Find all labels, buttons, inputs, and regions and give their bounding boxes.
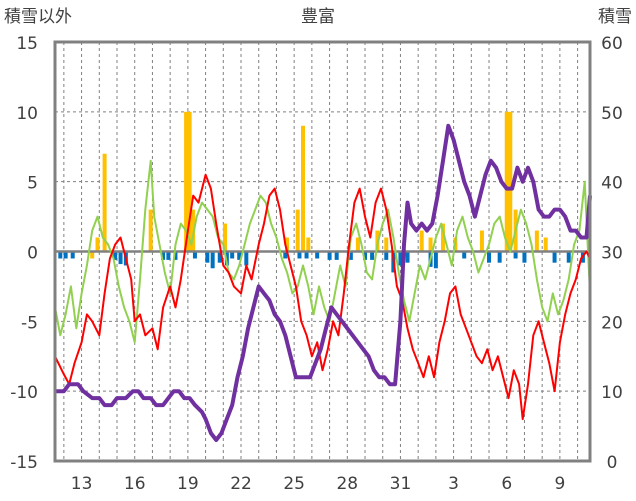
x-tick-label: 31 bbox=[390, 474, 412, 494]
snowfall-bar bbox=[543, 237, 548, 252]
plot-frame bbox=[53, 40, 592, 463]
snowfall-bar bbox=[223, 223, 228, 252]
snow_depth-line bbox=[55, 123, 592, 442]
x-tick-label: 25 bbox=[283, 474, 305, 494]
precipitation-bar bbox=[173, 251, 178, 260]
precipitation-bar bbox=[304, 251, 309, 259]
precipitation-bar bbox=[237, 251, 242, 260]
precipitation-bar bbox=[192, 251, 197, 259]
left-axis-title: 積雪以外 bbox=[4, 7, 72, 27]
precipitation-bar bbox=[348, 251, 353, 260]
precipitation-bar bbox=[113, 251, 118, 260]
x-tick-label: 19 bbox=[177, 474, 199, 494]
snowfall-bar bbox=[95, 237, 100, 252]
snowfall-bar bbox=[187, 111, 192, 252]
x-tick-label: 3 bbox=[448, 474, 459, 494]
x-tick-label: 9 bbox=[554, 474, 565, 494]
sunshine-line bbox=[54, 159, 591, 344]
snowfall-bar bbox=[355, 237, 360, 252]
precipitation-bar bbox=[217, 251, 222, 263]
right-tick-label: 40 bbox=[601, 174, 623, 194]
precipitation-bar bbox=[370, 251, 375, 260]
snowfall-bar bbox=[184, 111, 189, 252]
precipitation-bar bbox=[487, 251, 492, 263]
x-tick-label: 22 bbox=[230, 474, 252, 494]
right-tick-label: 50 bbox=[601, 104, 623, 124]
right-tick-label: 10 bbox=[601, 383, 623, 403]
precipitation-bar bbox=[118, 251, 123, 265]
snowfall-bar bbox=[285, 237, 290, 252]
snowfall-bar bbox=[504, 111, 509, 252]
precipitation-bar bbox=[497, 251, 502, 263]
left-tick-label: 5 bbox=[27, 174, 38, 194]
precipitation-bar bbox=[363, 251, 368, 260]
plot-area bbox=[53, 40, 592, 463]
snowfall-bar bbox=[508, 111, 513, 252]
temperature-line bbox=[54, 173, 591, 421]
x-tick-label: 28 bbox=[336, 474, 358, 494]
left-tick-label: 15 bbox=[16, 34, 38, 54]
x-tick-label: 16 bbox=[124, 474, 146, 494]
snowfall-bar bbox=[419, 230, 424, 252]
snowfall-bar bbox=[479, 230, 484, 252]
left-tick-label: -10 bbox=[10, 383, 38, 403]
precipitation-bar bbox=[205, 251, 210, 263]
snowfall-bar bbox=[440, 223, 445, 252]
left-tick-label: 10 bbox=[16, 104, 38, 124]
snowfall-bar bbox=[102, 153, 107, 252]
precipitation-bar bbox=[166, 251, 171, 260]
precipitation-bar bbox=[398, 251, 403, 266]
precipitation-bar bbox=[522, 251, 527, 263]
left-tick-label: -5 bbox=[21, 313, 38, 333]
chart-title: 豊富 bbox=[301, 7, 335, 27]
precipitation-bar bbox=[566, 251, 571, 263]
left-tick-label: -15 bbox=[10, 453, 38, 473]
snowfall-bar bbox=[306, 237, 311, 252]
precipitation-bar bbox=[63, 251, 68, 259]
precipitation-bar bbox=[405, 251, 410, 263]
right-axis-title: 積雪 bbox=[598, 7, 632, 27]
precipitation-bar bbox=[283, 251, 288, 259]
precipitation-bar bbox=[230, 251, 235, 259]
right-tick-label: 0 bbox=[607, 453, 618, 473]
x-tick-label: 13 bbox=[71, 474, 93, 494]
precipitation-bar bbox=[58, 251, 63, 259]
precipitation-bar bbox=[334, 251, 339, 260]
left-tick-label: 0 bbox=[27, 244, 38, 264]
snowfall-bar bbox=[534, 230, 539, 252]
precipitation-bar bbox=[210, 251, 215, 269]
precipitation-bar bbox=[244, 251, 249, 266]
precipitation-bar bbox=[552, 251, 557, 263]
right-tick-label: 30 bbox=[601, 244, 623, 264]
precipitation-bar bbox=[513, 251, 518, 259]
precipitation-bar bbox=[327, 251, 332, 260]
snowfall-bar bbox=[301, 125, 306, 252]
snowfall-bar bbox=[148, 209, 153, 252]
precipitation-bar bbox=[462, 251, 467, 259]
precipitation-bar bbox=[70, 251, 75, 259]
precipitation-bar bbox=[384, 251, 389, 260]
right-tick-label: 20 bbox=[601, 313, 623, 333]
precipitation-bar bbox=[433, 251, 438, 269]
snowfall-bar bbox=[384, 237, 389, 252]
x-tick-label: 6 bbox=[501, 474, 512, 494]
precipitation-bar bbox=[297, 251, 302, 259]
precipitation-bar bbox=[161, 251, 166, 260]
snowfall-bar bbox=[428, 237, 433, 252]
right-tick-label: 60 bbox=[601, 34, 623, 54]
snowfall-bar bbox=[90, 251, 95, 259]
precipitation-bar bbox=[315, 251, 320, 259]
snowfall-bar bbox=[295, 209, 300, 252]
